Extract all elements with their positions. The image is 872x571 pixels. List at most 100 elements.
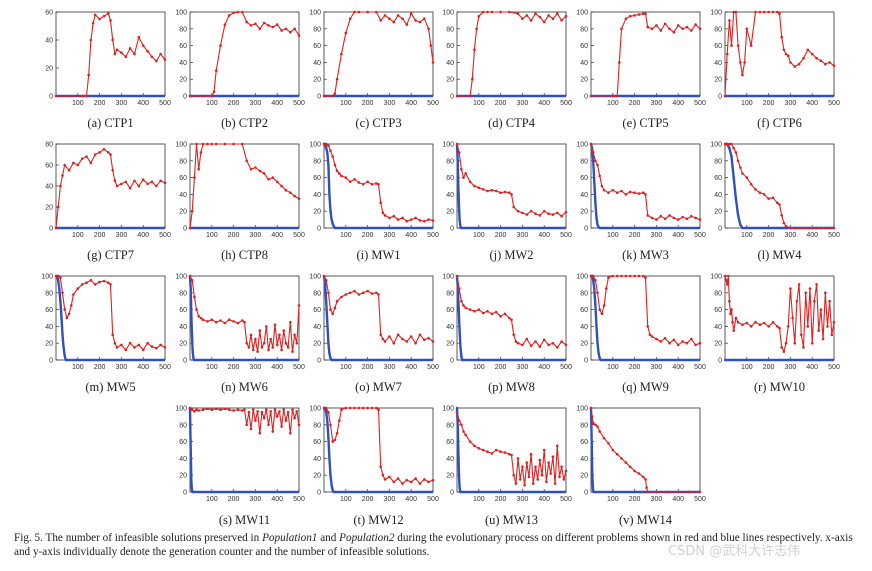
data-point: [63, 354, 66, 357]
data-point: [468, 308, 472, 311]
y-tick-label: 60: [313, 175, 321, 182]
data-point: [602, 304, 606, 307]
data-point: [560, 214, 563, 218]
data-point: [232, 320, 235, 323]
data-point: [326, 151, 329, 154]
y-tick-label: 20: [446, 77, 454, 84]
data-point: [602, 436, 606, 440]
data-point: [249, 167, 253, 171]
x-tick-label: 400: [538, 496, 550, 503]
data-point: [210, 142, 214, 146]
data-point: [431, 478, 435, 482]
data-point: [295, 341, 299, 345]
y-tick-label: 40: [179, 60, 187, 67]
data-point: [331, 489, 334, 492]
data-point: [615, 94, 619, 98]
data-point: [741, 226, 744, 230]
data-point: [333, 163, 337, 167]
subplot-title: (t) MW12: [353, 513, 404, 527]
data-point: [431, 219, 435, 222]
data-point: [464, 433, 468, 437]
y-tick-label: 60: [179, 307, 187, 314]
data-point: [672, 338, 676, 342]
data-point: [405, 478, 409, 482]
data-point: [824, 226, 827, 230]
data-point: [61, 291, 64, 295]
data-point: [223, 407, 227, 411]
data-point: [111, 38, 114, 42]
data-point: [80, 283, 84, 286]
data-point: [791, 316, 794, 320]
data-point: [739, 61, 742, 64]
data-point: [663, 336, 667, 340]
x-tick-label: 500: [427, 100, 439, 107]
data-point: [366, 10, 369, 14]
data-point: [331, 312, 335, 316]
data-point: [258, 329, 262, 332]
data-point: [335, 77, 339, 81]
plot-frame: [189, 11, 300, 97]
data-point: [547, 14, 550, 17]
data-point: [624, 461, 628, 464]
data-point: [72, 293, 75, 296]
data-point: [155, 59, 158, 63]
data-point: [464, 306, 468, 310]
data-point: [332, 225, 335, 228]
data-point: [98, 151, 101, 154]
data-point: [832, 320, 836, 324]
data-point: [558, 475, 561, 479]
data-point: [330, 358, 333, 362]
data-point: [247, 410, 251, 414]
data-point: [685, 217, 689, 221]
data-point: [120, 343, 123, 347]
data-point: [758, 191, 762, 194]
y-tick-label: 60: [45, 10, 53, 17]
series-line-population2: [589, 407, 700, 494]
data-point: [102, 14, 106, 18]
data-point: [141, 178, 145, 181]
x-tick-label: 200: [94, 364, 106, 371]
x-tick-label: 100: [473, 496, 485, 503]
data-point: [291, 408, 294, 412]
data-point: [293, 27, 296, 31]
x-tick-label: 200: [94, 232, 106, 239]
data-point: [190, 333, 194, 336]
y-tick-label: 40: [179, 324, 187, 331]
data-point: [741, 73, 744, 77]
x-tick-label: 400: [806, 364, 818, 371]
y-tick-label: 40: [714, 324, 722, 331]
data-point: [284, 27, 288, 31]
data-point: [414, 341, 417, 345]
data-point: [210, 318, 214, 322]
y-tick-label: 40: [45, 184, 53, 191]
data-point: [534, 212, 537, 215]
subplot-9: 0 20 40 60 80 100 100 200 300 400 500: [442, 142, 572, 240]
data-point: [490, 188, 494, 192]
data-point: [241, 10, 244, 14]
x-tick-label: 200: [629, 100, 641, 107]
data-point: [534, 12, 537, 15]
y-tick-label: 40: [580, 192, 588, 199]
data-point: [159, 179, 162, 183]
data-point: [778, 203, 781, 206]
y-tick-label: 20: [45, 341, 53, 348]
data-point: [271, 176, 275, 179]
y-tick-label: 100: [576, 274, 588, 281]
data-point: [146, 49, 149, 53]
y-tick-label: 20: [45, 66, 53, 73]
x-tick-label: 500: [560, 496, 572, 503]
data-point: [189, 287, 192, 290]
data-point: [659, 214, 663, 218]
data-point: [188, 406, 192, 410]
x-tick-label: 100: [607, 100, 619, 107]
subplot-20: 0 20 40 60 80 100 100 200 300 400 500: [442, 406, 572, 504]
data-point: [190, 486, 193, 489]
data-point: [267, 348, 270, 352]
x-tick-label: 200: [362, 364, 374, 371]
data-point: [93, 153, 97, 156]
x-tick-label: 400: [271, 232, 283, 239]
data-point: [806, 325, 810, 328]
data-point: [107, 12, 110, 15]
data-point: [409, 480, 413, 484]
data-point: [481, 188, 485, 191]
